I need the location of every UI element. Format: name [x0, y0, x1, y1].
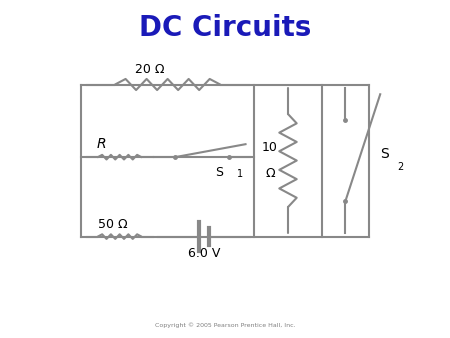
- Text: R: R: [96, 137, 106, 151]
- Text: S: S: [215, 166, 223, 178]
- Text: 50 Ω: 50 Ω: [98, 218, 128, 231]
- Text: Copyright © 2005 Pearson Prentice Hall, Inc.: Copyright © 2005 Pearson Prentice Hall, …: [155, 322, 295, 328]
- Text: 1: 1: [237, 169, 243, 179]
- Text: 6.0 V: 6.0 V: [188, 247, 220, 260]
- Text: S: S: [380, 147, 389, 161]
- Text: 2: 2: [397, 162, 403, 172]
- Text: 20 Ω: 20 Ω: [135, 63, 164, 76]
- Text: Ω: Ω: [265, 167, 275, 180]
- Text: 10: 10: [262, 141, 278, 154]
- Text: DC Circuits: DC Circuits: [139, 14, 311, 42]
